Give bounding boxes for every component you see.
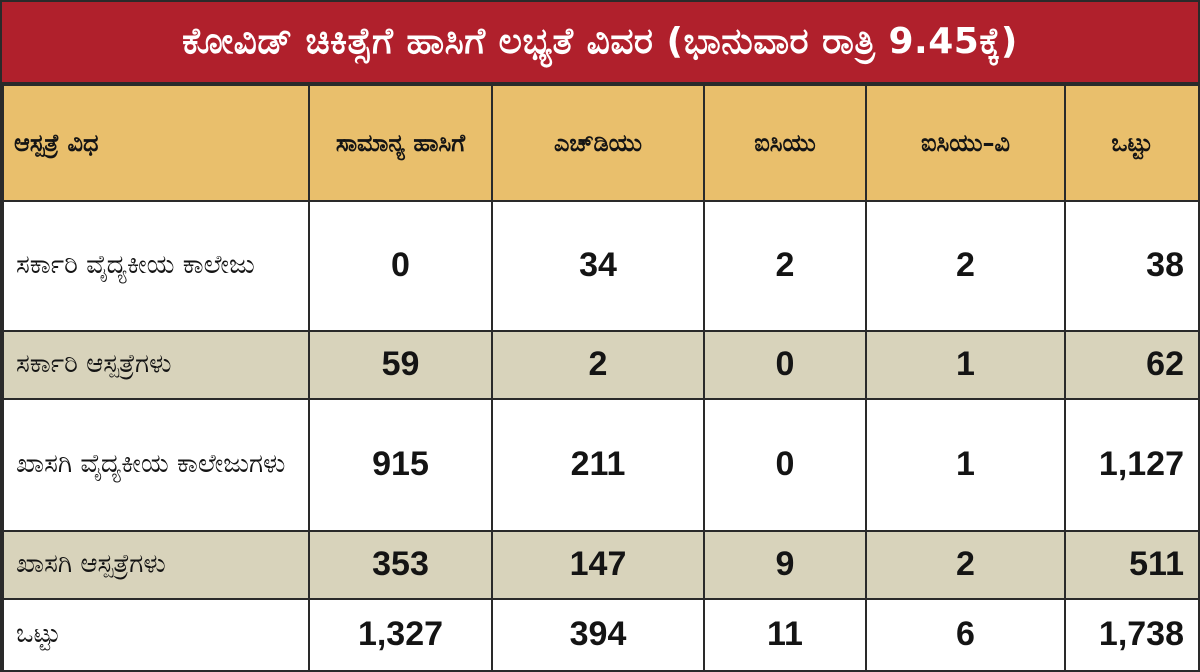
cell-hdu: 34 <box>491 200 705 332</box>
cell-icu-ventilator: 1 <box>865 330 1066 400</box>
cell-icu: 11 <box>703 598 867 672</box>
cell-general: 1,327 <box>308 598 493 672</box>
cell-total: 38 <box>1064 200 1200 332</box>
cell-icu: 0 <box>703 330 867 400</box>
cell-total: 62 <box>1064 330 1200 400</box>
cell-hdu: 394 <box>491 598 705 672</box>
row-label: ಖಾಸಗಿ ವೈದ್ಯಕೀಯ ಕಾಲೇಜುಗಳು <box>2 398 310 532</box>
cell-general: 0 <box>308 200 493 332</box>
cell-hdu: 211 <box>491 398 705 532</box>
table-row: ಸರ್ಕಾರಿ ಆಸ್ಪತ್ರೆಗಳು 59 2 0 1 62 <box>2 330 1200 400</box>
cell-general: 353 <box>308 530 493 600</box>
row-label: ಸರ್ಕಾರಿ ಆಸ್ಪತ್ರೆಗಳು <box>2 330 310 400</box>
row-label-total: ಒಟ್ಟು <box>2 598 310 672</box>
cell-icu-ventilator: 2 <box>865 530 1066 600</box>
cell-total: 1,738 <box>1064 598 1200 672</box>
infographic-title: ಕೋವಿಡ್ ಚಿಕಿತ್ಸೆಗೆ ಹಾಸಿಗೆ ಲಭ್ಯತೆ ವಿವರ (ಭಾ… <box>2 2 1198 84</box>
row-label: ಖಾಸಗಿ ಆಸ್ಪತ್ರೆಗಳು <box>2 530 310 600</box>
header-hdu: ಎಚ್‌ಡಿಯು <box>491 84 705 202</box>
cell-icu-ventilator: 6 <box>865 598 1066 672</box>
cell-icu: 2 <box>703 200 867 332</box>
bed-availability-table: ಆಸ್ಪತ್ರೆ ವಿಧ ಸಾಮಾನ್ಯ ಹಾಸಿಗೆ ಎಚ್‌ಡಿಯು ಐಸಿ… <box>2 84 1200 672</box>
header-general-beds: ಸಾಮಾನ್ಯ ಹಾಸಿಗೆ <box>308 84 493 202</box>
total-row: ಒಟ್ಟು 1,327 394 11 6 1,738 <box>2 598 1200 672</box>
cell-hdu: 147 <box>491 530 705 600</box>
row-label: ಸರ್ಕಾರಿ ವೈದ್ಯಕೀಯ ಕಾಲೇಜು <box>2 200 310 332</box>
cell-general: 59 <box>308 330 493 400</box>
header-row: ಆಸ್ಪತ್ರೆ ವಿಧ ಸಾಮಾನ್ಯ ಹಾಸಿಗೆ ಎಚ್‌ಡಿಯು ಐಸಿ… <box>2 84 1200 202</box>
table-row: ಖಾಸಗಿ ವೈದ್ಯಕೀಯ ಕಾಲೇಜುಗಳು 915 211 0 1 1,1… <box>2 398 1200 532</box>
table-row: ಖಾಸಗಿ ಆಸ್ಪತ್ರೆಗಳು 353 147 9 2 511 <box>2 530 1200 600</box>
header-icu: ಐಸಿಯು <box>703 84 867 202</box>
table-row: ಸರ್ಕಾರಿ ವೈದ್ಯಕೀಯ ಕಾಲೇಜು 0 34 2 2 38 <box>2 200 1200 332</box>
cell-icu-ventilator: 1 <box>865 398 1066 532</box>
cell-icu: 9 <box>703 530 867 600</box>
header-icu-ventilator: ಐಸಿಯು–ವಿ <box>865 84 1066 202</box>
header-total: ಒಟ್ಟು <box>1064 84 1200 202</box>
cell-total: 511 <box>1064 530 1200 600</box>
cell-hdu: 2 <box>491 330 705 400</box>
cell-general: 915 <box>308 398 493 532</box>
cell-icu: 0 <box>703 398 867 532</box>
header-hospital-type: ಆಸ್ಪತ್ರೆ ವಿಧ <box>2 84 310 202</box>
cell-total: 1,127 <box>1064 398 1200 532</box>
cell-icu-ventilator: 2 <box>865 200 1066 332</box>
